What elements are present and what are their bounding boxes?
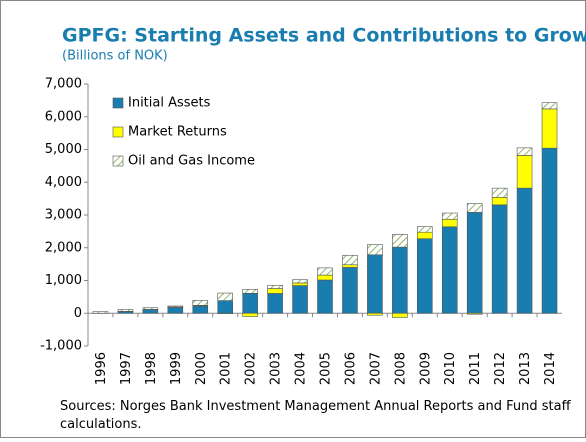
- bar-segment: [143, 310, 158, 314]
- x-tick-label: 1997: [119, 352, 134, 385]
- bar-segment: [417, 239, 432, 314]
- bar-segment: [467, 212, 482, 313]
- bar-segment: [367, 245, 382, 255]
- x-tick-label: 1996: [94, 352, 109, 385]
- bar-segment: [268, 293, 283, 313]
- legend-swatch: [113, 98, 123, 108]
- bar-segment: [542, 148, 557, 313]
- legend-swatch: [113, 127, 123, 137]
- x-tick-label: 2009: [418, 352, 433, 385]
- bar-segment: [342, 255, 357, 264]
- bar-segment: [193, 306, 208, 313]
- x-tick-label: 2007: [368, 352, 383, 385]
- x-tick-label: 1998: [144, 352, 159, 385]
- y-tick-label: 3,000: [45, 208, 82, 223]
- bar-segment: [392, 247, 407, 313]
- source: Sources: Norges Bank Investment Manageme…: [60, 398, 580, 434]
- source-box: Sources: Norges Bank Investment Manageme…: [60, 398, 580, 438]
- bar-segment: [168, 306, 183, 307]
- y-tick-label: 4,000: [45, 175, 82, 190]
- bar-segment: [318, 280, 333, 313]
- bar-segment: [293, 286, 308, 314]
- x-tick-label: 2006: [343, 352, 358, 385]
- y-tick-label: 0: [74, 306, 82, 321]
- bar-segment: [517, 155, 532, 188]
- bar-segment: [492, 188, 507, 197]
- bar-segment: [243, 313, 258, 316]
- bar-segment: [93, 312, 108, 314]
- bar-segment: [467, 313, 482, 314]
- bar-segment: [492, 205, 507, 313]
- chart-title: GPFG: Starting Assets and Contributions …: [62, 25, 586, 47]
- bar-segment: [293, 280, 308, 283]
- x-tick-label: 2013: [518, 352, 533, 385]
- bar-segment: [417, 232, 432, 239]
- bar-segment: [517, 148, 532, 156]
- x-tick-label: 2001: [219, 352, 234, 385]
- bar-segment: [542, 103, 557, 109]
- bar-segment: [542, 109, 557, 148]
- bar-segment: [392, 234, 407, 247]
- x-tick-label: 2014: [543, 352, 558, 385]
- bar-segment: [442, 227, 457, 313]
- x-tick-label: 2002: [244, 352, 259, 385]
- bar-segment: [517, 188, 532, 313]
- bar-segment: [268, 289, 283, 294]
- y-tick-label: -1,000: [40, 339, 82, 354]
- y-tick-label: 6,000: [45, 109, 82, 124]
- bar-segment: [243, 293, 258, 313]
- bar-segment: [118, 309, 133, 311]
- bar-segment: [168, 308, 183, 314]
- bar-segment: [318, 275, 333, 280]
- bar-segment: [218, 301, 233, 314]
- bar-segment: [492, 197, 507, 205]
- bar-segment: [367, 313, 382, 315]
- x-tick-label: 2005: [319, 352, 334, 385]
- legend-label: Initial Assets: [128, 96, 211, 111]
- bar-segment: [442, 213, 457, 219]
- y-tick-label: 7,000: [45, 77, 82, 92]
- bar-segment: [293, 283, 308, 286]
- legend-swatch: [113, 156, 123, 166]
- bar-segment: [467, 204, 482, 213]
- y-tick-label: 1,000: [45, 273, 82, 288]
- bar-segment: [143, 308, 158, 310]
- bar-segment: [342, 267, 357, 313]
- bar-segment: [243, 289, 258, 293]
- x-tick-label: 1999: [169, 352, 184, 385]
- legend-label: Market Returns: [128, 125, 227, 140]
- bar-segment: [193, 300, 208, 305]
- x-tick-label: 2010: [443, 352, 458, 385]
- bar-segment: [417, 227, 432, 233]
- x-tick-label: 2000: [194, 352, 209, 385]
- x-tick-label: 2012: [493, 352, 508, 385]
- bar-segment: [367, 255, 382, 313]
- y-tick-label: 2,000: [45, 240, 82, 255]
- x-tick-label: 2011: [468, 352, 483, 385]
- bar-segment: [218, 293, 233, 301]
- x-tick-label: 2003: [269, 352, 284, 385]
- bar-segment: [318, 268, 333, 275]
- y-tick-label: 5,000: [45, 142, 82, 157]
- legend-label: Oil and Gas Income: [128, 154, 255, 169]
- bar-segment: [342, 265, 357, 268]
- x-tick-label: 2008: [393, 352, 408, 385]
- bar-segment: [442, 219, 457, 227]
- bar-segment: [392, 313, 407, 317]
- bar-segment: [268, 285, 283, 288]
- x-tick-label: 2004: [294, 352, 309, 385]
- chart-subtitle: (Billions of NOK): [62, 49, 168, 64]
